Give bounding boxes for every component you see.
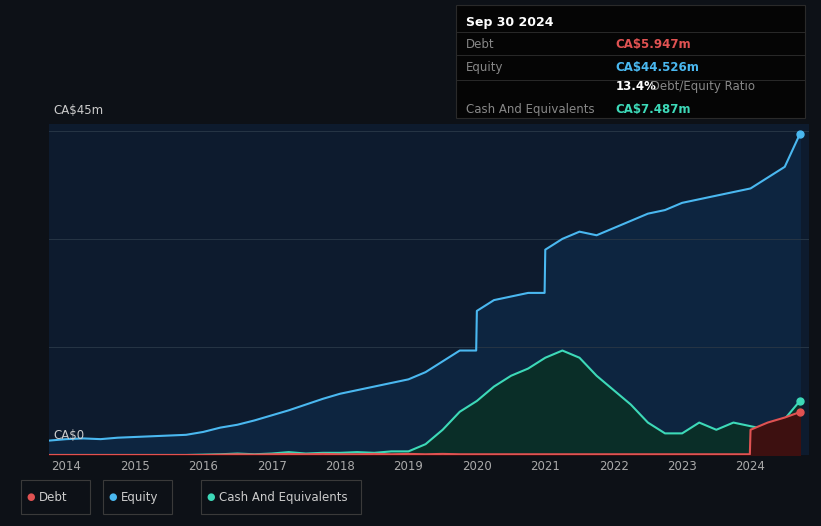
Text: Sep 30 2024: Sep 30 2024 [466, 16, 553, 29]
Text: ●: ● [207, 492, 215, 502]
Text: Debt/Equity Ratio: Debt/Equity Ratio [647, 80, 755, 93]
Text: CA$44.526m: CA$44.526m [616, 61, 699, 74]
Text: Debt: Debt [466, 38, 494, 52]
Text: Equity: Equity [466, 61, 503, 74]
Text: Cash And Equivalents: Cash And Equivalents [466, 103, 594, 116]
Text: Equity: Equity [121, 491, 158, 503]
Text: Debt: Debt [39, 491, 67, 503]
Text: 13.4%: 13.4% [616, 80, 657, 93]
Text: ●: ● [26, 492, 34, 502]
Text: CA$7.487m: CA$7.487m [616, 103, 691, 116]
Text: Cash And Equivalents: Cash And Equivalents [219, 491, 348, 503]
Text: CA$0: CA$0 [53, 429, 85, 442]
Text: CA$5.947m: CA$5.947m [616, 38, 691, 52]
Text: CA$45m: CA$45m [53, 104, 103, 117]
Text: ●: ● [108, 492, 117, 502]
